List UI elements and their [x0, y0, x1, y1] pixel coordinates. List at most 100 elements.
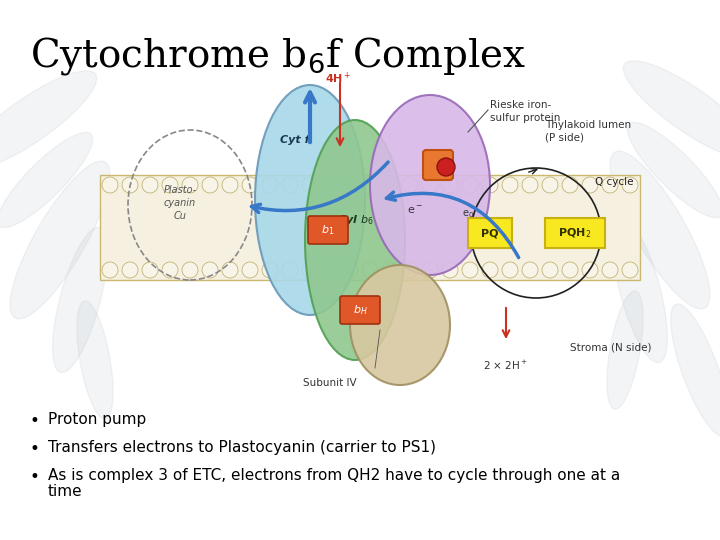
Circle shape — [362, 177, 378, 193]
Circle shape — [182, 262, 198, 278]
Ellipse shape — [350, 265, 450, 385]
Circle shape — [222, 177, 238, 193]
Text: •: • — [30, 468, 40, 486]
Circle shape — [222, 262, 238, 278]
Text: Subunit IV: Subunit IV — [303, 378, 357, 388]
Polygon shape — [77, 301, 113, 419]
Polygon shape — [607, 291, 643, 409]
Circle shape — [122, 177, 138, 193]
Circle shape — [162, 177, 178, 193]
Circle shape — [322, 262, 338, 278]
Text: 2 × 2H$^+$: 2 × 2H$^+$ — [483, 359, 528, 372]
Circle shape — [437, 158, 455, 176]
Polygon shape — [613, 218, 667, 362]
FancyBboxPatch shape — [545, 218, 605, 248]
Text: Q cycle: Q cycle — [595, 177, 634, 187]
Text: Stroma (N side): Stroma (N side) — [570, 343, 652, 353]
Polygon shape — [53, 227, 107, 373]
Circle shape — [622, 262, 638, 278]
Text: e$^-$: e$^-$ — [407, 205, 423, 215]
Text: Cyl $b_6$: Cyl $b_6$ — [337, 213, 373, 227]
Circle shape — [382, 177, 398, 193]
Circle shape — [422, 262, 438, 278]
Polygon shape — [610, 151, 710, 309]
Circle shape — [202, 177, 218, 193]
Polygon shape — [624, 60, 720, 159]
Circle shape — [302, 262, 318, 278]
Circle shape — [302, 177, 318, 193]
Circle shape — [582, 177, 598, 193]
Text: Proton pump: Proton pump — [48, 412, 146, 427]
Circle shape — [162, 262, 178, 278]
Circle shape — [502, 177, 518, 193]
FancyBboxPatch shape — [340, 296, 380, 324]
Circle shape — [402, 262, 418, 278]
Polygon shape — [627, 123, 720, 218]
Circle shape — [182, 177, 198, 193]
Text: cyanin: cyanin — [164, 198, 196, 208]
Circle shape — [542, 262, 558, 278]
Circle shape — [442, 262, 458, 278]
Circle shape — [602, 177, 618, 193]
Text: Cyt f: Cyt f — [280, 135, 310, 145]
Circle shape — [462, 177, 478, 193]
Text: Thylakoid lumen: Thylakoid lumen — [545, 120, 631, 130]
Circle shape — [422, 177, 438, 193]
Text: Rieske iron-: Rieske iron- — [490, 100, 552, 110]
Bar — [100, 175, 640, 280]
Circle shape — [142, 262, 158, 278]
Circle shape — [102, 262, 118, 278]
Circle shape — [582, 262, 598, 278]
FancyBboxPatch shape — [423, 150, 453, 180]
Circle shape — [202, 262, 218, 278]
Circle shape — [542, 177, 558, 193]
Circle shape — [282, 177, 298, 193]
Text: •: • — [30, 440, 40, 458]
Circle shape — [482, 262, 498, 278]
Circle shape — [262, 177, 278, 193]
Text: PQ: PQ — [481, 228, 499, 238]
Circle shape — [622, 177, 638, 193]
Text: sulfur protein: sulfur protein — [490, 113, 560, 123]
Text: As is complex 3 of ETC, electrons from QH2 have to cycle through one at a: As is complex 3 of ETC, electrons from Q… — [48, 468, 620, 483]
Circle shape — [502, 262, 518, 278]
Circle shape — [242, 177, 258, 193]
Circle shape — [322, 177, 338, 193]
Circle shape — [342, 177, 358, 193]
Circle shape — [462, 262, 478, 278]
Text: Cu: Cu — [174, 211, 186, 221]
FancyBboxPatch shape — [308, 216, 348, 244]
FancyBboxPatch shape — [468, 218, 512, 248]
Text: 4H$^+$: 4H$^+$ — [325, 70, 351, 86]
Circle shape — [242, 262, 258, 278]
Ellipse shape — [305, 120, 405, 360]
Circle shape — [602, 262, 618, 278]
Circle shape — [522, 262, 538, 278]
Circle shape — [482, 177, 498, 193]
Polygon shape — [0, 71, 96, 169]
Circle shape — [282, 262, 298, 278]
Circle shape — [442, 177, 458, 193]
Circle shape — [122, 262, 138, 278]
Circle shape — [562, 177, 578, 193]
Circle shape — [102, 177, 118, 193]
Circle shape — [142, 177, 158, 193]
Circle shape — [382, 262, 398, 278]
Polygon shape — [671, 304, 720, 436]
Text: (P side): (P side) — [545, 133, 584, 143]
Circle shape — [342, 262, 358, 278]
Circle shape — [522, 177, 538, 193]
Text: $b_1$: $b_1$ — [321, 223, 335, 237]
Text: time: time — [48, 484, 83, 499]
Polygon shape — [0, 132, 93, 228]
Circle shape — [402, 177, 418, 193]
Polygon shape — [10, 161, 110, 319]
Text: e$_0$: e$_0$ — [462, 208, 474, 220]
Ellipse shape — [255, 85, 365, 315]
Text: Transfers electrons to Plastocyanin (carrier to PS1): Transfers electrons to Plastocyanin (car… — [48, 440, 436, 455]
Text: •: • — [30, 412, 40, 430]
Text: Cytochrome b$_6$f Complex: Cytochrome b$_6$f Complex — [30, 35, 526, 77]
Circle shape — [362, 262, 378, 278]
Circle shape — [262, 262, 278, 278]
Text: PQH$_2$: PQH$_2$ — [559, 226, 592, 240]
